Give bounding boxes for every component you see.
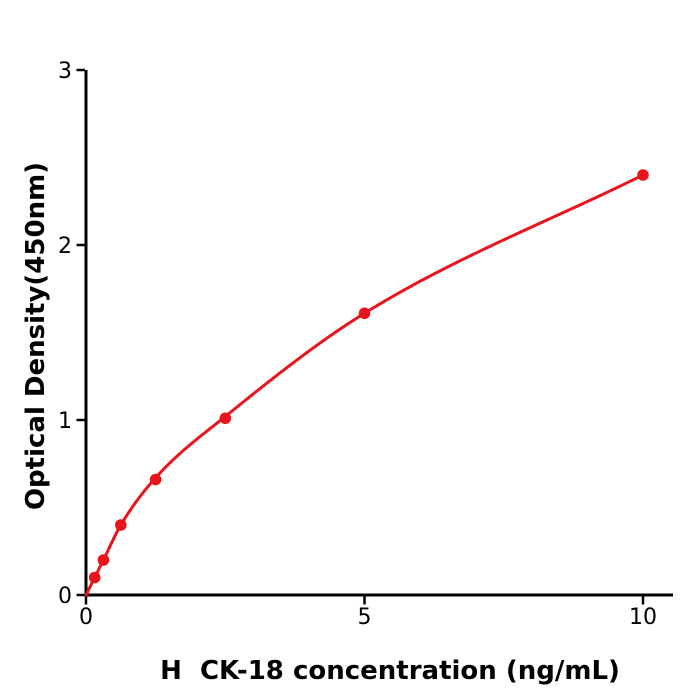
x-axis-label: H CK-18 concentration (ng/mL) [160,656,620,686]
y-tick-label: 3 [58,59,72,84]
y-tick-label: 1 [58,409,72,434]
data-series-layer [84,169,649,597]
x-tick-label: 10 [629,605,657,630]
data-point [88,571,101,584]
data-point [149,473,162,486]
fit-curve [84,173,645,597]
data-point [115,519,127,531]
y-tick-label: 0 [58,584,72,609]
data-point [219,412,232,425]
data-point [637,169,649,181]
axes-layer: 0 5 10 0 1 2 3 [58,59,673,630]
data-point [358,307,371,320]
x-tick-label: 5 [358,605,372,630]
y-tick-label: 2 [58,234,72,259]
y-axis-label: Optical Density(450nm) [21,162,51,510]
axis-spines [84,70,673,597]
x-tick-label: 0 [79,605,93,630]
data-point [97,554,110,566]
